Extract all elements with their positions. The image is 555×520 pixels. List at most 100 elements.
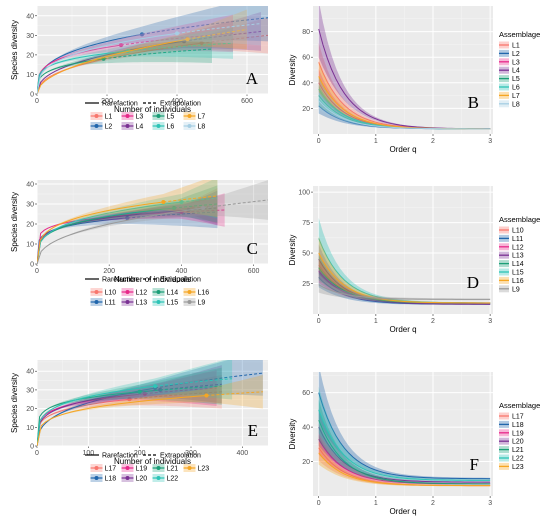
legend-key-L9 bbox=[183, 298, 196, 306]
panel-B: 0 1 2 3 20 40 60 80 B Order q Diversity Assemblage L… bbox=[288, 6, 540, 154]
legend-key-L8 bbox=[183, 122, 196, 130]
series-area bbox=[318, 218, 491, 305]
ci-band-L18 bbox=[37, 360, 263, 446]
extrapolation-line-L7 bbox=[187, 28, 248, 40]
x-tick-label: 2 bbox=[431, 500, 435, 507]
y-tick-label: 0 bbox=[30, 262, 34, 269]
panel-A: 0 200 400 600 0 10 20 30 40 A Number of individual… bbox=[10, 6, 268, 131]
legend-key-L13 bbox=[499, 251, 509, 259]
legend-label-L13: L13 bbox=[512, 253, 524, 260]
x-tick-label: 3 bbox=[488, 138, 492, 145]
ci-band-L20 bbox=[37, 365, 222, 446]
legend-label-L11: L11 bbox=[512, 236, 523, 243]
legend-key-L12 bbox=[499, 243, 509, 251]
legend-key-L8 bbox=[499, 100, 509, 108]
panel-label: C bbox=[247, 239, 258, 258]
ci-band-L10 bbox=[37, 188, 218, 264]
y-tick-label: 20 bbox=[26, 52, 34, 59]
ci-band-L6 bbox=[37, 27, 233, 94]
legend-key-L14 bbox=[499, 260, 509, 268]
y-tick-label: 25 bbox=[302, 281, 310, 288]
legend-label-L4: L4 bbox=[512, 68, 520, 75]
legend-key-L21 bbox=[152, 464, 165, 472]
legend-title: Assemblage bbox=[499, 215, 540, 224]
legend-key-L16 bbox=[499, 276, 509, 284]
ci-band-L9 bbox=[37, 180, 268, 264]
extrapolation-line-L18 bbox=[154, 372, 263, 389]
y-tick-label: 60 bbox=[302, 390, 310, 397]
y-tick-label: 40 bbox=[26, 13, 34, 20]
observed-point-L11 bbox=[125, 216, 130, 220]
legend-label-L1: L1 bbox=[105, 114, 113, 121]
x-tick-label: 400 bbox=[176, 268, 188, 275]
legend-label-L16: L16 bbox=[198, 290, 210, 297]
legend-label-L3: L3 bbox=[512, 59, 520, 66]
legend-key-L7 bbox=[499, 91, 509, 99]
legend-key-L14 bbox=[152, 288, 165, 296]
x-tick-label: 1 bbox=[374, 318, 378, 325]
legend-key-L4 bbox=[121, 122, 134, 130]
legend-label-L21: L21 bbox=[167, 466, 179, 473]
legend-key-L22 bbox=[499, 454, 509, 462]
legend-key-L23 bbox=[499, 462, 509, 470]
legend-label-L21: L21 bbox=[512, 447, 524, 454]
legend-key-L9 bbox=[499, 285, 509, 293]
legend-label-L6: L6 bbox=[512, 85, 520, 92]
ci-band-L3 bbox=[37, 14, 233, 94]
legend-label-L6: L6 bbox=[167, 124, 175, 131]
legend-label-L23: L23 bbox=[198, 466, 210, 473]
x-tick-label: 200 bbox=[103, 268, 115, 275]
legend-key-L19 bbox=[121, 464, 134, 472]
panel-E: 0 100 200 300 400 0 10 20 30 40 E Number of individ… bbox=[10, 360, 268, 483]
x-tick-label: 0 bbox=[35, 450, 39, 457]
ci-band-L16 bbox=[37, 180, 218, 264]
legend-key-L2 bbox=[499, 49, 509, 57]
panel-label: F bbox=[470, 455, 479, 474]
observed-point-L22 bbox=[153, 384, 158, 389]
extrapolation-line-L5 bbox=[103, 48, 213, 60]
extrapolation-line-L21 bbox=[139, 385, 222, 393]
legend-label-L20: L20 bbox=[512, 439, 524, 446]
extrapolation-line-L20 bbox=[160, 383, 222, 391]
profile-line-L8 bbox=[318, 100, 491, 130]
panel-C: 0 200 400 600 0 10 20 30 40 C Number of individual… bbox=[10, 180, 268, 307]
legend-label-L10: L10 bbox=[105, 290, 117, 297]
extrapolation-line-L9 bbox=[202, 199, 268, 209]
extrapolation-line-L6 bbox=[127, 42, 234, 52]
rarefaction-line-L7 bbox=[37, 38, 188, 94]
y-axis-title: Diversity bbox=[288, 55, 297, 86]
legend-rarefaction-label: Rarefaction bbox=[102, 101, 138, 108]
legend-label-L12: L12 bbox=[512, 244, 524, 251]
extrapolation-line-L23 bbox=[206, 391, 263, 397]
y-tick-label: 40 bbox=[26, 182, 34, 189]
legend-key-L1 bbox=[90, 112, 103, 120]
y-tick-label: 30 bbox=[26, 202, 34, 209]
profile-line-L20 bbox=[318, 426, 491, 483]
legend-label-L14: L14 bbox=[167, 290, 179, 297]
ci-band-L15 bbox=[37, 180, 218, 264]
legend-label-L16: L16 bbox=[512, 278, 524, 285]
legend-key-L3 bbox=[499, 58, 509, 66]
extrapolation-line-L14 bbox=[174, 203, 218, 209]
ci-band-L21 bbox=[37, 367, 222, 446]
y-tick-label: 0 bbox=[30, 444, 34, 451]
legend-label-L12: L12 bbox=[136, 290, 148, 297]
legend-label-L7: L7 bbox=[512, 93, 520, 100]
panel-F: 0 1 2 3 20 40 60 F Order q Diversity Assemblage L17… bbox=[288, 372, 540, 516]
legend-title: Assemblage bbox=[499, 30, 540, 39]
profile-line-L18 bbox=[318, 392, 491, 480]
y-tick-label: 80 bbox=[302, 29, 310, 36]
legend-rarefaction-label: Rarefaction bbox=[102, 453, 138, 460]
legend-key-L1 bbox=[499, 41, 509, 49]
y-tick-label: 50 bbox=[302, 251, 310, 258]
legend-label-L9: L9 bbox=[198, 300, 206, 307]
x-tick-label: 3 bbox=[488, 318, 492, 325]
legend-label-L15: L15 bbox=[167, 300, 179, 307]
observed-point-L21 bbox=[137, 389, 142, 394]
y-tick-label: 40 bbox=[302, 80, 310, 87]
series-area bbox=[318, 6, 491, 130]
legend-key-L20 bbox=[121, 474, 134, 482]
legend-label-L2: L2 bbox=[105, 124, 113, 131]
legend-key-L19 bbox=[499, 429, 509, 437]
extrapolation-line-L4 bbox=[183, 30, 262, 42]
